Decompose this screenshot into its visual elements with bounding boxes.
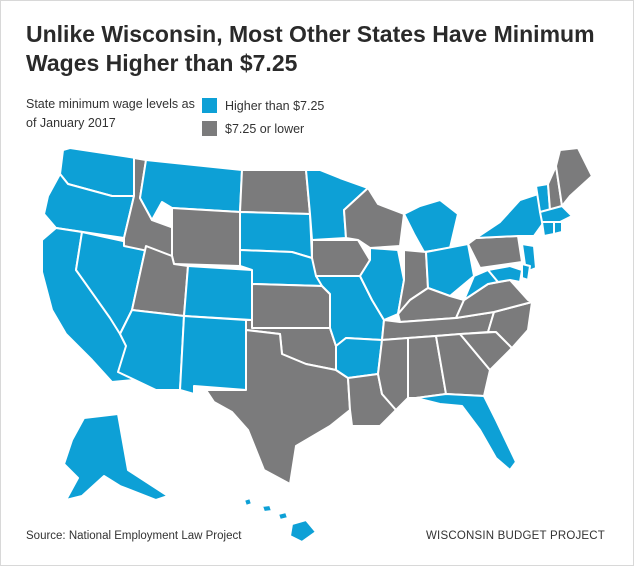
- state-hi: [243, 497, 317, 543]
- legend-item-lower: $7.25 or lower: [202, 119, 324, 138]
- legend-label-lower: $7.25 or lower: [225, 121, 305, 136]
- state-ma: [539, 205, 573, 223]
- state-ct: [541, 221, 555, 237]
- state-nm: [179, 315, 247, 395]
- source-note: Source: National Employment Law Project: [26, 530, 242, 542]
- state-ia: [311, 239, 371, 277]
- state-mi: [403, 199, 459, 253]
- brand-credit: WISCONSIN BUDGET PROJECT: [426, 530, 606, 542]
- state-oh: [425, 243, 475, 297]
- state-pa: [467, 235, 523, 269]
- state-tx: [205, 329, 351, 485]
- legend: Higher than $7.25 $7.25 or lower: [202, 96, 324, 142]
- state-de: [521, 263, 531, 281]
- state-md: [487, 265, 523, 283]
- state-co: [183, 265, 253, 321]
- state-ri: [553, 221, 563, 235]
- legend-swatch-lower: [202, 121, 217, 136]
- legend-swatch-higher: [202, 98, 217, 113]
- state-fl: [415, 393, 517, 471]
- chart-title: Unlike Wisconsin, Most Other States Have…: [26, 21, 595, 76]
- state-ga: [435, 333, 491, 397]
- legend-item-higher: Higher than $7.25: [202, 96, 324, 115]
- state-ny: [475, 193, 545, 239]
- state-wi: [343, 187, 405, 249]
- state-ak: [63, 413, 169, 501]
- state-wy: [171, 207, 241, 267]
- state-me: [555, 147, 593, 207]
- state-nd: [239, 169, 311, 215]
- state-ar: [335, 337, 383, 379]
- legend-label-higher: Higher than $7.25: [225, 98, 325, 113]
- state-ks: [251, 283, 331, 329]
- map-subtitle: State minimum wage levels as of January …: [26, 97, 195, 130]
